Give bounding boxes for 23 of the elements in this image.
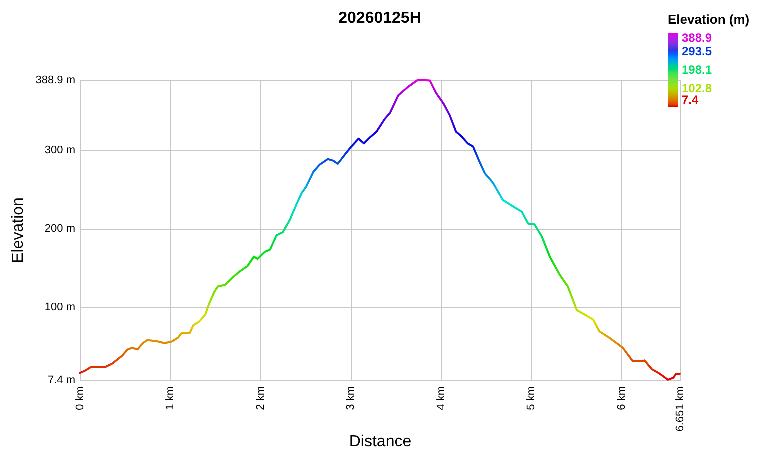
y-tick-label: 7.4 m (48, 374, 76, 386)
y-tick-label: 388.9 m (36, 74, 76, 86)
x-tick-label: 0 km (74, 386, 86, 410)
y-tick-label: 300 m (44, 144, 76, 156)
color-bar-title: Elevation (m) (668, 12, 750, 27)
color-bar-label: 102.8 (682, 81, 712, 96)
color-bar-label: 198.1 (682, 63, 712, 78)
x-tick-label: 4 km (435, 386, 448, 410)
chart-title: 20260125H (338, 10, 422, 27)
y-tick-label: 100 m (44, 302, 76, 314)
x-tick-label: 3 km (345, 386, 358, 410)
x-tick-label: 1 km (164, 386, 177, 410)
color-bar-label: 293.5 (682, 44, 712, 59)
line-series (79, 79, 681, 381)
x-axis-title: Distance (349, 434, 412, 451)
color-bar-label: 388.9 (682, 31, 712, 45)
y-axis-title: Elevation (10, 198, 27, 264)
x-tick-label: 2 km (254, 386, 267, 410)
x-tick-label: 6 km (616, 386, 628, 410)
x-tick-label: 6.651 km (674, 386, 686, 432)
x-tick-label: 5 km (526, 386, 538, 410)
color-bar-label: 7.4 (682, 93, 700, 107)
y-tick-label: 200 m (44, 223, 76, 236)
